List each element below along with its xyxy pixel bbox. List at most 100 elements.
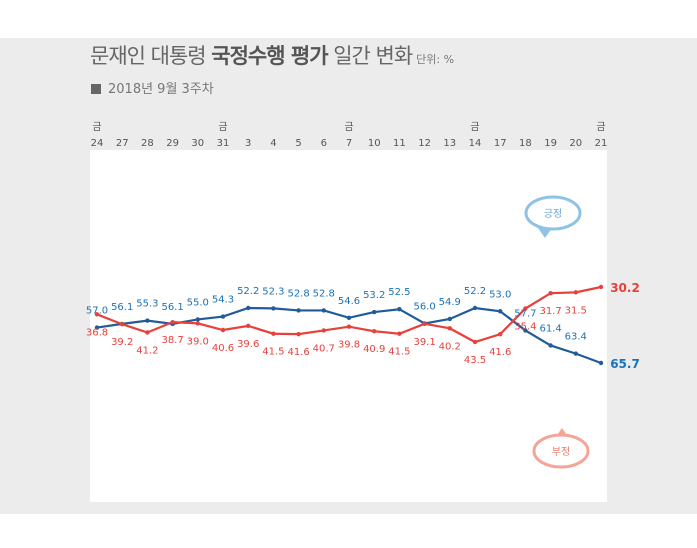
data-label-positive: 52.2 — [237, 286, 259, 297]
data-point-positive — [447, 316, 452, 322]
data-point-positive — [94, 325, 100, 330]
data-point-positive — [346, 315, 352, 320]
title-bold: 국정수행 평가 — [211, 44, 328, 68]
data-label-negative: 39.6 — [237, 339, 259, 350]
data-label-negative: 41.2 — [136, 345, 158, 356]
data-point-negative — [573, 290, 578, 295]
x-tick-label: 7 — [346, 138, 352, 149]
chart-title: 문재인 대통령 국정수행 평가 일간 변화 단위: % — [90, 40, 454, 70]
data-label-negative: 41.6 — [489, 347, 511, 358]
subtitle-text: 2018년 9월 3주차 — [108, 82, 214, 97]
x-tick-label: 19 — [544, 138, 557, 149]
data-label-positive: 56.1 — [161, 302, 183, 313]
data-label-positive: 56.1 — [111, 302, 133, 313]
data-point-negative — [296, 331, 301, 337]
data-point-negative — [170, 319, 175, 325]
data-point-negative — [422, 321, 427, 327]
data-label-negative: 43.5 — [464, 355, 486, 366]
x-tick-label: 18 — [519, 138, 532, 149]
data-point-negative — [145, 330, 150, 335]
data-point-positive — [573, 351, 578, 356]
data-label-positive: 52.3 — [262, 286, 284, 297]
title-suffix: 일간 변화 — [327, 44, 413, 68]
data-label-negative: 35.4 — [514, 322, 536, 333]
data-point-positive — [548, 343, 553, 348]
data-label-positive: 55.0 — [187, 297, 209, 308]
x-tick-label: 12 — [418, 138, 431, 149]
data-label-positive: 55.3 — [136, 299, 158, 310]
data-label-positive: 57.0 — [86, 306, 108, 317]
data-point-negative — [271, 331, 276, 336]
data-point-positive — [498, 309, 503, 314]
data-label-positive: 54.3 — [212, 295, 234, 306]
data-label-negative: 36.8 — [86, 327, 108, 338]
x-tick-label: 17 — [494, 138, 507, 149]
data-point-positive — [472, 305, 478, 311]
data-point-negative — [346, 324, 352, 329]
data-label-positive: 54.6 — [338, 296, 360, 307]
data-label-negative: 38.7 — [161, 335, 183, 346]
data-label-positive: 57.7 — [514, 308, 536, 319]
data-label-positive: 54.9 — [439, 297, 461, 308]
data-point-negative — [472, 339, 478, 345]
x-tick-weekday-label: 금 — [92, 121, 101, 133]
series-name-negative: 부정 — [552, 446, 570, 458]
data-point-negative — [548, 291, 553, 296]
series-name-positive: 긍정 — [544, 208, 562, 220]
x-tick-label: 20 — [569, 138, 582, 149]
x-tick-label: 14 — [469, 138, 482, 149]
data-point-positive — [145, 318, 150, 323]
x-tick-label: 13 — [443, 138, 456, 149]
x-tick-label: 4 — [270, 138, 276, 149]
data-label-negative: 39.2 — [111, 337, 133, 348]
data-label-positive: 65.7 — [610, 357, 640, 371]
data-point-positive — [523, 328, 528, 333]
data-point-positive — [195, 317, 200, 322]
x-tick-label: 31 — [217, 138, 230, 149]
data-point-positive — [246, 305, 251, 311]
x-tick-label: 10 — [368, 138, 381, 149]
data-label-negative: 40.6 — [212, 343, 234, 354]
data-point-negative — [94, 312, 100, 317]
x-tick-weekday-label: 금 — [596, 121, 605, 133]
data-label-positive: 52.5 — [388, 287, 410, 298]
data-point-negative — [598, 284, 604, 290]
x-tick-label: 5 — [295, 138, 301, 149]
data-label-negative: 39.1 — [413, 337, 435, 348]
data-label-negative: 41.5 — [262, 347, 284, 358]
data-point-positive — [598, 360, 604, 366]
data-label-positive: 53.0 — [489, 289, 511, 300]
data-label-positive: 56.0 — [413, 301, 435, 312]
data-label-positive: 52.2 — [464, 286, 486, 297]
square-bullet-icon — [91, 84, 101, 94]
data-label-negative: 31.5 — [565, 305, 587, 316]
x-tick-label: 11 — [393, 138, 406, 149]
data-point-negative — [321, 328, 326, 333]
x-tick-label: 24 — [91, 138, 104, 149]
data-label-negative: 40.2 — [439, 341, 461, 352]
unit-label: 단위: % — [416, 53, 455, 66]
x-tick-weekday-label: 금 — [218, 121, 227, 133]
x-tick-label: 27 — [116, 138, 129, 149]
data-label-negative: 39.0 — [187, 336, 209, 347]
data-label-negative: 30.2 — [610, 281, 640, 295]
callout-pointer-positive — [538, 228, 552, 238]
data-label-positive: 61.4 — [539, 323, 561, 334]
data-point-positive — [296, 308, 301, 313]
data-label-positive: 53.2 — [363, 290, 385, 301]
x-tick-label: 28 — [141, 138, 154, 149]
data-label-negative: 39.8 — [338, 340, 360, 351]
x-tick-weekday-label: 금 — [470, 121, 479, 133]
x-tick-label: 3 — [245, 138, 251, 149]
data-point-negative — [498, 331, 503, 337]
data-label-positive: 63.4 — [565, 332, 587, 343]
data-point-negative — [523, 306, 528, 311]
x-tick-weekday-label: 금 — [344, 121, 353, 133]
data-label-negative: 41.5 — [388, 347, 410, 358]
chart-subtitle: 2018년 9월 3주차 — [91, 78, 214, 97]
data-point-positive — [321, 308, 326, 313]
data-label-negative: 40.7 — [313, 343, 335, 354]
data-label-positive: 52.8 — [313, 288, 335, 299]
data-point-negative — [447, 326, 452, 331]
